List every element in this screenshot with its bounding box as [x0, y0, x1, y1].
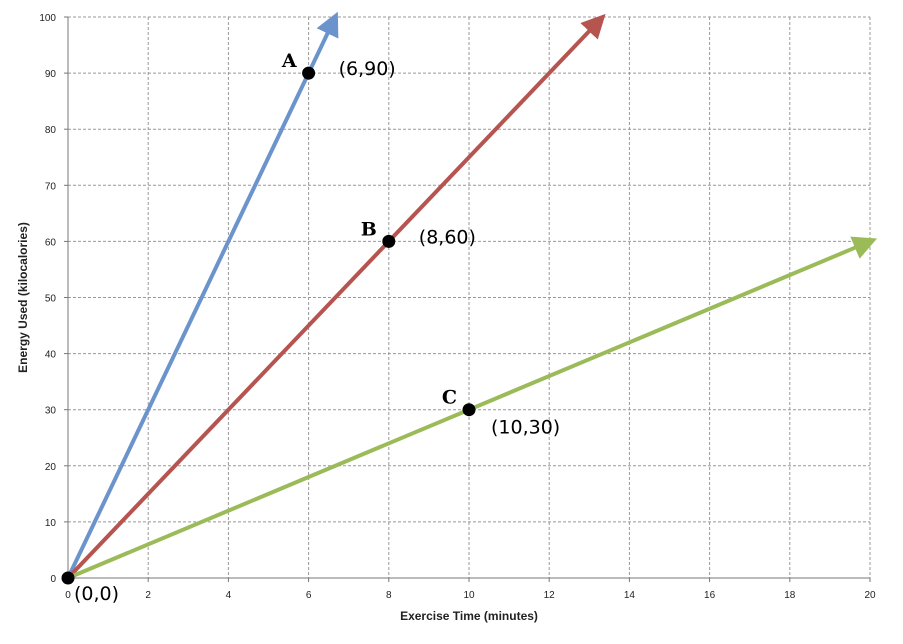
- data-point-marker: [382, 234, 396, 248]
- x-tick-label: 2: [145, 590, 151, 601]
- y-tick-label: 20: [45, 462, 57, 473]
- point-letter-label: A: [281, 50, 297, 72]
- x-tick-label: 0: [65, 590, 71, 601]
- y-tick-label: 90: [45, 69, 57, 80]
- series-line-2: [66, 13, 606, 580]
- x-tick-label: 18: [784, 590, 796, 601]
- y-tick-label: 100: [39, 13, 56, 24]
- x-tick-label: 12: [544, 590, 556, 601]
- x-tick-label: 4: [226, 590, 232, 601]
- x-tick-label: 6: [306, 590, 312, 601]
- y-tick-label: 60: [45, 237, 57, 248]
- data-point-marker: [61, 571, 75, 585]
- point-coordinate-label: (6,90): [339, 58, 396, 80]
- y-axis-title: Energy Used (kilocalories): [16, 222, 30, 373]
- point-letter-label: C: [442, 387, 457, 409]
- grid: [68, 16, 871, 578]
- x-tick-label: 8: [386, 590, 392, 601]
- point-coordinate-label: (0,0): [74, 583, 119, 605]
- point-letter-label: B: [361, 218, 377, 240]
- data-point-marker: [462, 403, 476, 417]
- x-tick-label: 20: [864, 590, 876, 601]
- x-tick-label: 14: [624, 590, 636, 601]
- data-points: (0,0) A (6,90) B (8,60) C (10,30): [61, 50, 560, 605]
- x-tick-label: 10: [463, 590, 475, 601]
- y-tick-label: 40: [45, 350, 57, 361]
- point-coordinate-label: (8,60): [419, 226, 476, 248]
- series-line-1: [66, 11, 339, 579]
- y-tick-label: 0: [50, 574, 56, 585]
- x-axis-title: Exercise Time (minutes): [400, 609, 538, 623]
- point-coordinate-label: (10,30): [491, 417, 560, 439]
- y-tick-label: 50: [45, 294, 57, 305]
- data-point-marker: [302, 66, 316, 80]
- axes: [64, 16, 871, 582]
- series-lines: [66, 11, 878, 580]
- y-tick-label: 10: [45, 518, 57, 529]
- y-tick-label: 30: [45, 406, 57, 417]
- tick-labels: 0 2 4 6 8 10 12 14 16 18 20 0 10 20 30 40 50 60 70 80 90 100: [39, 13, 876, 601]
- y-tick-label: 70: [45, 181, 57, 192]
- y-tick-label: 80: [45, 125, 57, 136]
- x-tick-label: 16: [704, 590, 716, 601]
